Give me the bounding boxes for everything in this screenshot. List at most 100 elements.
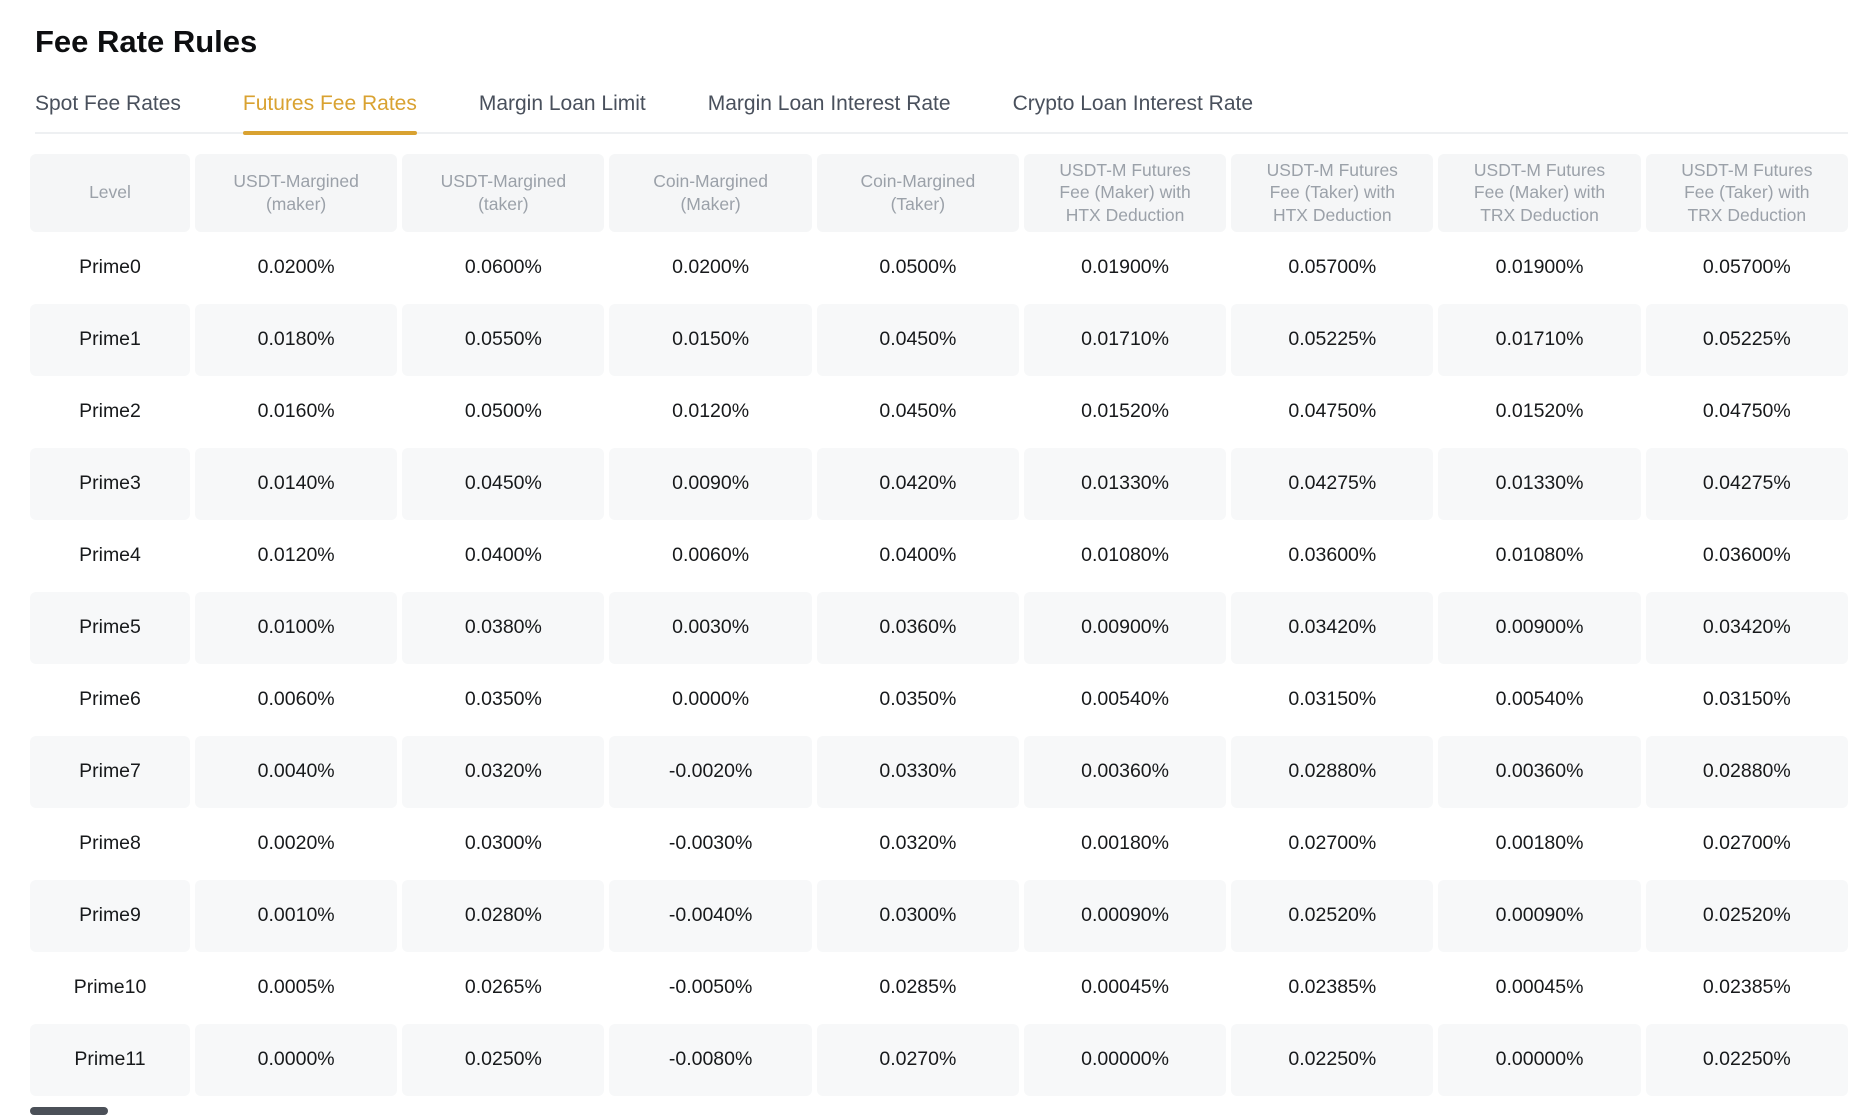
- fee-cell: 0.02700%: [1288, 832, 1377, 855]
- fee-cell: 0.00045%: [1081, 976, 1169, 999]
- fee-cell: 0.0450%: [816, 303, 1019, 376]
- fee-cell: 0.00180%: [1081, 832, 1169, 855]
- fee-cell: 0.01900%: [1495, 256, 1584, 279]
- fee-cell: -0.0080%: [609, 1023, 812, 1096]
- column-header-2: USDT-Margined (taker): [402, 153, 605, 232]
- fee-cell: 0.02700%: [1702, 832, 1791, 855]
- fee-cell: 0.00090%: [1438, 879, 1641, 952]
- level-cell: Prime2: [79, 400, 141, 423]
- column-header-5: USDT-M Futures Fee (Maker) with HTX Dedu…: [1023, 153, 1227, 232]
- fee-cell: 0.03420%: [1645, 591, 1848, 664]
- table-row: Prime3 0.0140% 0.0450% 0.0090% 0.0420% 0.0133…: [30, 447, 1848, 520]
- fee-cell: 0.03600%: [1702, 544, 1791, 567]
- fee-cell: 0.0040%: [195, 735, 398, 808]
- fee-cell: 0.00900%: [1023, 591, 1227, 664]
- fee-cell: 0.01520%: [1495, 400, 1584, 423]
- table-row: Prime9 0.0010% 0.0280% -0.0040% 0.0300% 0.000…: [30, 879, 1848, 952]
- tab-futures-fee-rates[interactable]: Futures Fee Rates: [242, 92, 417, 135]
- tab-spot-fee-rates[interactable]: Spot Fee Rates: [35, 91, 181, 115]
- fee-cell: 0.0280%: [402, 879, 605, 952]
- fee-cell: 0.0600%: [464, 256, 542, 279]
- fee-cell: 0.0320%: [879, 832, 957, 855]
- fee-cell: 0.03150%: [1288, 688, 1377, 711]
- fee-cell: 0.04750%: [1702, 400, 1791, 423]
- tab-margin-loan-interest-rate[interactable]: Margin Loan Interest Rate: [707, 91, 951, 115]
- fee-cell: 0.0100%: [195, 591, 398, 664]
- fee-cell: 0.03600%: [1288, 544, 1377, 567]
- level-cell: Prime11: [30, 1023, 191, 1096]
- fee-cell: 0.02880%: [1231, 735, 1434, 808]
- table-row: Prime11 0.0000% 0.0250% -0.0080% 0.0270% 0.00…: [30, 1023, 1848, 1096]
- fee-cell: 0.0380%: [402, 591, 605, 664]
- fee-cell: 0.0060%: [672, 544, 750, 567]
- fee-cell: 0.00540%: [1495, 688, 1584, 711]
- tab-bar: Spot Fee Rates Futures Fee Rates Margin Lo…: [35, 91, 1848, 135]
- table-header-row: Level USDT-Margined (maker) USDT-Margined …: [30, 153, 1848, 232]
- fee-cell: 0.00045%: [1495, 976, 1584, 999]
- fee-cell: 0.01710%: [1438, 303, 1641, 376]
- fee-cell: 0.00360%: [1438, 735, 1641, 808]
- tab-crypto-loan-interest-rate[interactable]: Crypto Loan Interest Rate: [1012, 91, 1254, 115]
- level-cell: Prime6: [79, 688, 141, 711]
- tab-margin-loan-limit[interactable]: Margin Loan Limit: [478, 91, 646, 115]
- fee-cell: 0.0150%: [609, 303, 812, 376]
- fee-cell: 0.01900%: [1081, 256, 1169, 279]
- fee-cell: 0.0450%: [879, 400, 957, 423]
- column-header-3: Coin-Margined (Maker): [609, 153, 812, 232]
- fee-cell: 0.0120%: [257, 544, 335, 567]
- fee-cell: 0.05225%: [1231, 303, 1434, 376]
- fee-cell: 0.0500%: [879, 256, 957, 279]
- horizontal-scrollbar-thumb[interactable]: [30, 1107, 108, 1115]
- column-header-8: USDT-M Futures Fee (Taker) with TRX Dedu…: [1645, 153, 1848, 232]
- level-cell: Prime10: [73, 976, 147, 999]
- table-row: Prime6 0.0060% 0.0350% 0.0000% 0.0350% 0.0054…: [30, 664, 1848, 736]
- fee-cell: 0.02520%: [1231, 879, 1434, 952]
- fee-cell: -0.0030%: [668, 832, 753, 855]
- fee-cell: -0.0050%: [668, 976, 753, 999]
- fee-cell: 0.0300%: [816, 879, 1019, 952]
- fee-cell: 0.03150%: [1702, 688, 1791, 711]
- fee-cell: 0.00000%: [1438, 1023, 1641, 1096]
- level-cell: Prime1: [30, 303, 191, 376]
- fee-cell: 0.0250%: [402, 1023, 605, 1096]
- fee-cell: 0.04275%: [1645, 447, 1848, 520]
- fee-cell: 0.00000%: [1023, 1023, 1227, 1096]
- fee-rate-table: Level USDT-Margined (maker) USDT-Margined …: [25, 153, 1853, 1096]
- fee-cell: 0.02385%: [1288, 976, 1377, 999]
- table-body: Prime0 0.0200% 0.0600% 0.0200% 0.0500% 0.0190…: [30, 232, 1848, 1096]
- fee-cell: 0.0120%: [672, 400, 750, 423]
- fee-cell: 0.0320%: [402, 735, 605, 808]
- level-cell: Prime5: [30, 591, 191, 664]
- fee-cell: 0.0550%: [402, 303, 605, 376]
- fee-cell: 0.01520%: [1081, 400, 1169, 423]
- fee-cell: 0.0200%: [672, 256, 750, 279]
- fee-cell: 0.0000%: [672, 688, 750, 711]
- fee-cell: 0.02385%: [1702, 976, 1791, 999]
- fee-cell: 0.01330%: [1438, 447, 1641, 520]
- fee-cell: 0.0360%: [816, 591, 1019, 664]
- fee-cell: 0.0090%: [609, 447, 812, 520]
- fee-cell: 0.05700%: [1288, 256, 1377, 279]
- level-cell: Prime4: [79, 544, 141, 567]
- fee-cell: 0.0020%: [257, 832, 335, 855]
- fee-cell: 0.0400%: [879, 544, 957, 567]
- table-row: Prime7 0.0040% 0.0320% -0.0020% 0.0330% 0.003…: [30, 735, 1848, 808]
- fee-cell: 0.04750%: [1288, 400, 1377, 423]
- fee-cell: 0.0400%: [464, 544, 542, 567]
- fee-cell: 0.01330%: [1023, 447, 1227, 520]
- fee-cell: 0.0265%: [464, 976, 542, 999]
- fee-cell: 0.03420%: [1231, 591, 1434, 664]
- fee-cell: 0.00360%: [1023, 735, 1227, 808]
- fee-cell: 0.0005%: [257, 976, 335, 999]
- fee-cell: 0.0200%: [257, 256, 335, 279]
- fee-cell: 0.0350%: [879, 688, 957, 711]
- fee-cell: 0.00540%: [1081, 688, 1169, 711]
- column-header-1: USDT-Margined (maker): [195, 153, 398, 232]
- fee-cell: 0.0000%: [195, 1023, 398, 1096]
- page-title: Fee Rate Rules: [35, 24, 258, 59]
- column-header-4: Coin-Margined (Taker): [816, 153, 1019, 232]
- fee-cell: 0.01710%: [1023, 303, 1227, 376]
- fee-cell: 0.00900%: [1438, 591, 1641, 664]
- fee-cell: 0.0350%: [464, 688, 542, 711]
